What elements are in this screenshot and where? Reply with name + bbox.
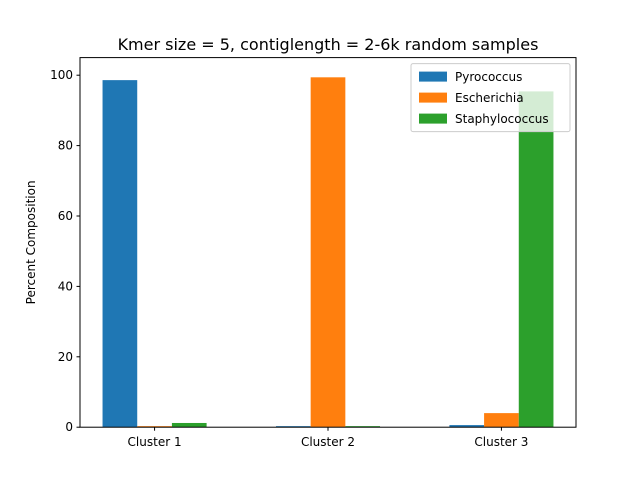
bar-escherichia-cluster-3 <box>484 413 519 428</box>
x-tick-label-1: Cluster 1 <box>128 435 182 449</box>
legend: Pyrococcus Escherichia Staphylococcus <box>410 63 571 133</box>
y-tick-label-20: 20 <box>58 350 73 364</box>
legend-swatch-staphylococcus <box>419 113 447 124</box>
legend-box <box>410 63 571 133</box>
y-tick-label-100: 100 <box>50 68 73 82</box>
y-tick-label-0: 0 <box>65 420 73 434</box>
x-axis: Cluster 1 Cluster 2 Cluster 3 <box>128 427 528 449</box>
bar-staphylococcus-cluster-2 <box>345 426 381 428</box>
bars-group <box>102 77 554 428</box>
y-tick-label-60: 60 <box>58 209 73 223</box>
bar-staphylococcus-cluster-3 <box>518 91 554 428</box>
chart-title: Kmer size = 5, contiglength = 2-6k rando… <box>118 35 539 54</box>
x-tick-label-3: Cluster 3 <box>474 435 528 449</box>
bar-pyrococcus-cluster-3 <box>449 425 485 428</box>
plot-frame <box>79 57 577 428</box>
legend-swatch-pyrococcus <box>419 71 447 82</box>
x-tick-label-2: Cluster 2 <box>301 435 355 449</box>
bar-escherichia-cluster-2 <box>310 77 346 428</box>
legend-swatch-escherichia <box>419 92 447 103</box>
legend-label-escherichia: Escherichia <box>455 91 524 105</box>
bar-escherichia-cluster-1 <box>137 426 172 428</box>
legend-label-pyrococcus: Pyrococcus <box>455 70 522 84</box>
bar-pyrococcus-cluster-2 <box>275 426 311 428</box>
y-axis-label: Percent Composition <box>24 180 38 304</box>
y-tick-label-40: 40 <box>58 279 73 293</box>
bar-staphylococcus-cluster-1 <box>171 422 207 428</box>
bar-pyrococcus-cluster-1 <box>102 80 138 428</box>
y-axis: 0 20 40 60 80 100 <box>50 68 80 434</box>
legend-label-staphylococcus: Staphylococcus <box>455 112 549 126</box>
y-tick-label-80: 80 <box>58 139 73 153</box>
